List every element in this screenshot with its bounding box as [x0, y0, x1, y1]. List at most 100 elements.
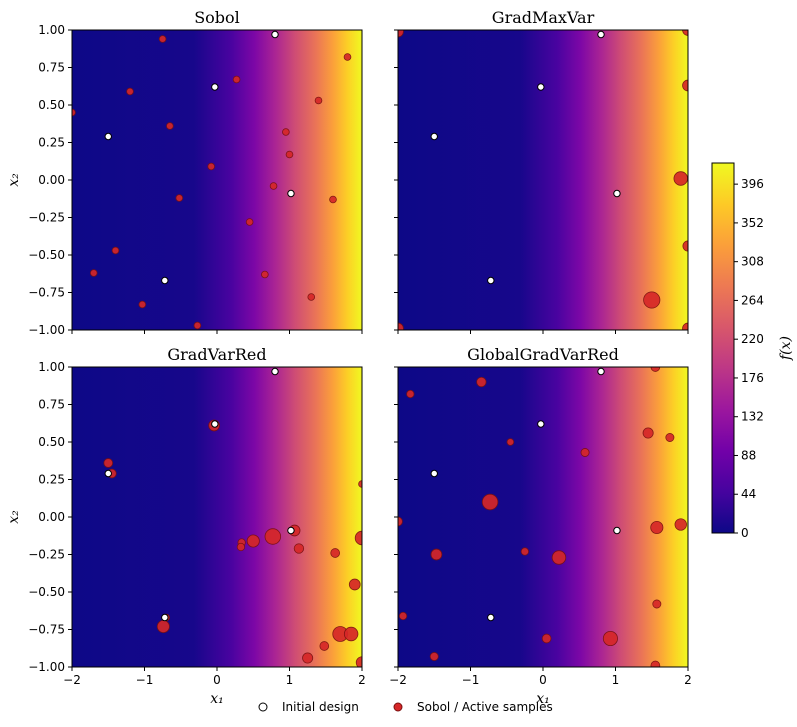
active-sample-point [398, 611, 408, 621]
active-sample-point [264, 528, 282, 545]
active-sample-point [261, 270, 269, 279]
y-tick-label: 0.75 [38, 398, 65, 412]
y-tick-label: 0.25 [38, 136, 65, 150]
panel-title: GradMaxVar [492, 8, 595, 27]
active-sample-point [682, 240, 688, 252]
legend: Initial design Sobol / Active samples [258, 700, 553, 714]
active-sample-point [245, 218, 254, 226]
y-tick-label: −0.25 [28, 211, 65, 225]
y-tick-label: −1.00 [28, 660, 65, 674]
y-tick-label: 0.00 [38, 510, 65, 524]
colorbar-tick-label: 0 [741, 526, 749, 540]
active-sample-point [207, 162, 216, 171]
panel-gradvarred: GradVarRed −2 −1 0 1 2 1.00 0.75 0.50 0.25 0.00 −0.… [6, 345, 366, 707]
colorbar: 396 352 308 264 220 176 132 88 44 0 f(x) [711, 162, 794, 540]
active-sample-point [314, 96, 323, 105]
y-tick-label: 0.25 [38, 473, 65, 487]
initial-design-point [104, 469, 112, 478]
colorbar-tick-label: 176 [741, 371, 764, 385]
initial-design-point [161, 613, 169, 622]
active-sample-point [232, 75, 241, 84]
x-tick-label: 2 [684, 673, 692, 687]
active-sample-point [643, 291, 661, 309]
y-tick-label: −0.75 [28, 286, 65, 300]
colorbar-tick-label: 352 [741, 216, 764, 230]
active-sample-point [398, 516, 403, 527]
active-sample-point [246, 534, 260, 548]
legend-label: Initial design [282, 700, 359, 714]
active-sample-point [642, 427, 654, 439]
initial-design-point [537, 420, 545, 428]
colorbar-tick-label: 44 [741, 487, 756, 501]
x-tick-label: −1 [462, 673, 480, 687]
active-sample-point [354, 530, 362, 546]
field-heatmap [398, 30, 688, 330]
panel-globalgradvarred: GlobalGradVarRed −2 −1 0 1 2 x₁ [389, 345, 692, 707]
active-sample-point [398, 30, 404, 38]
active-sample-point [348, 578, 361, 591]
active-sample-point [343, 626, 359, 642]
initial-design-point [613, 526, 621, 535]
colorbar-tick-label: 308 [741, 255, 764, 269]
active-sample-point [343, 53, 352, 61]
initial-design-point [430, 469, 438, 478]
colorbar-tick-label: 396 [741, 177, 764, 191]
active-sample-point [156, 619, 170, 634]
active-sample-point [673, 171, 688, 186]
active-sample-point [158, 35, 167, 43]
active-sample-point [652, 599, 662, 609]
panel-title: GradVarRed [167, 345, 266, 364]
active-sample-point [398, 322, 404, 330]
active-sample-point [580, 448, 590, 457]
colorbar-tick-label: 88 [741, 448, 756, 462]
x-axis-label: x₁ [210, 691, 224, 707]
legend-marker [258, 702, 268, 712]
initial-design-point [597, 30, 605, 39]
colorbar-tick-label: 264 [741, 293, 764, 307]
initial-design-point [597, 367, 605, 376]
panel-title: GlobalGradVarRed [467, 345, 619, 364]
legend-marker [393, 702, 403, 712]
y-tick-label: −0.50 [28, 248, 65, 262]
active-sample-point [89, 269, 98, 277]
field-heatmap [72, 367, 362, 667]
active-sample-point [430, 548, 443, 561]
active-sample-point [476, 376, 487, 388]
initial-design-point [211, 83, 219, 91]
active-sample-point [506, 438, 515, 446]
active-sample-point [406, 389, 415, 399]
x-tick-label: 2 [358, 673, 366, 687]
colorbar-gradient [711, 162, 735, 534]
active-sample-point [293, 543, 305, 554]
active-sample-point [551, 550, 567, 565]
initial-design-point [487, 613, 495, 622]
active-sample-point [72, 108, 76, 117]
active-sample-point [674, 518, 687, 531]
y-tick-label: −0.25 [28, 548, 65, 562]
active-sample-point [111, 246, 120, 255]
initial-design-point [104, 132, 112, 141]
colorbar-tick-label: 220 [741, 332, 764, 346]
active-sample-point [166, 122, 174, 130]
x-axis-label: x₁ [536, 691, 550, 707]
y-tick-label: −0.75 [28, 623, 65, 637]
y-tick-label: 1.00 [38, 360, 65, 374]
colorbar-tick-label: 132 [741, 410, 764, 424]
x-tick-label: 0 [213, 673, 221, 687]
x-tick-label: 0 [539, 673, 547, 687]
initial-design-point [487, 276, 495, 285]
active-sample-point [175, 194, 184, 202]
x-tick-label: 1 [286, 673, 294, 687]
y-tick-label: −0.50 [28, 585, 65, 599]
active-sample-point [319, 641, 330, 651]
active-sample-point [282, 128, 290, 136]
x-tick-label: −1 [136, 673, 154, 687]
active-sample-point [650, 520, 664, 535]
y-tick-label: 1.00 [38, 23, 65, 37]
active-sample-point [481, 493, 499, 511]
y-axis-label: x₂ [6, 173, 22, 187]
initial-design-point [211, 420, 219, 428]
active-sample-point [330, 548, 340, 558]
x-tick-label: −2 [63, 673, 81, 687]
